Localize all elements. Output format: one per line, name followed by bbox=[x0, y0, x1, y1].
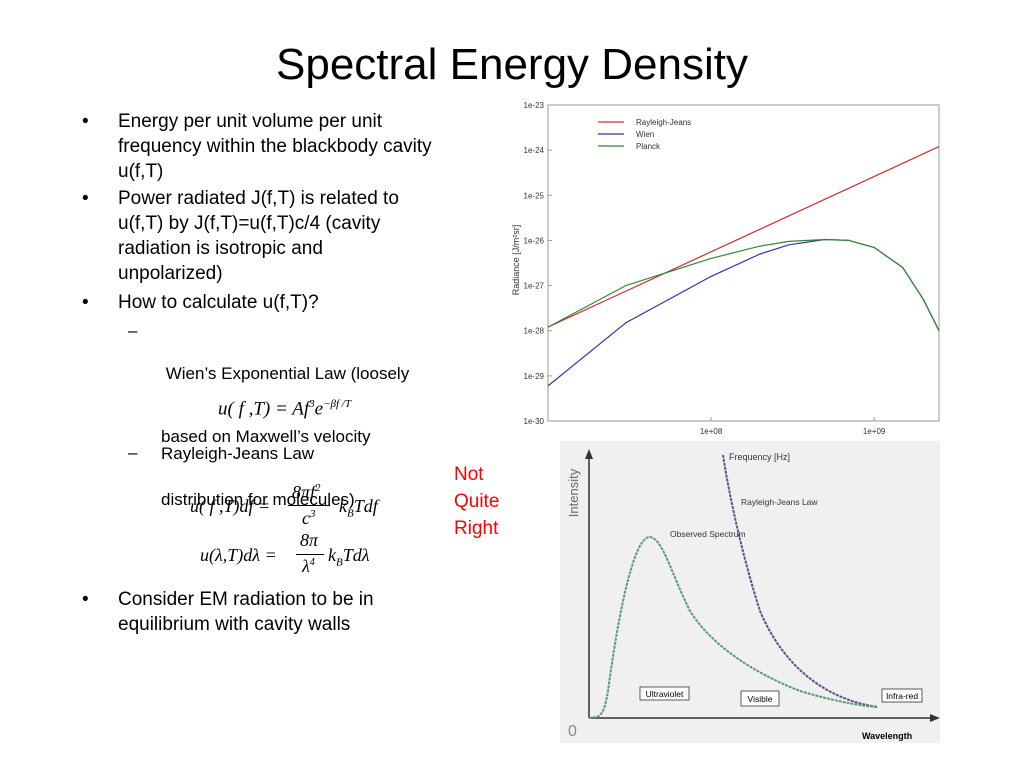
y-tick-label: 1e-26 bbox=[524, 236, 545, 245]
radiance-chart: Radiance [J/m²sr] 1e-23 1e-24 1e-25 1e-26 1e… bbox=[506, 100, 946, 440]
region-box-infrared bbox=[881, 688, 923, 703]
subbullet-line: based on Maxwell’s velocity bbox=[161, 427, 371, 446]
equation-rj-numerator: 8πf2 bbox=[292, 482, 321, 503]
y-axis-label: Intensity bbox=[566, 468, 581, 517]
subbullet-line: distribution for molecules) bbox=[161, 490, 355, 509]
subbullet-marker: – bbox=[128, 321, 138, 340]
equation-rjl-k: k bbox=[328, 545, 336, 565]
equation-rj-lhs: u( f ,T)df = bbox=[190, 496, 271, 516]
y-tick-label: 1e-24 bbox=[524, 146, 545, 155]
legend-label: Wien bbox=[636, 130, 654, 139]
intensity-wavelength-chart: Intensity 0 Wavelength Frequency [Hz] Ra… bbox=[560, 441, 940, 743]
equation-rj-denominator: c3 bbox=[302, 508, 316, 529]
bullet-consider-em-radiation: Consider EM radiation to be in equilibri… bbox=[118, 587, 374, 637]
equation-rjl-tail: kBTdλ bbox=[328, 545, 370, 569]
bullet-marker: • bbox=[82, 111, 89, 132]
subbullet-line: Rayleigh-Jeans Law bbox=[161, 444, 315, 463]
subbullet-wien-law: Wien’s Exponential Law (loosely based on… bbox=[161, 321, 471, 531]
x-tick-label: 1e+08 bbox=[700, 427, 723, 436]
equation-rj-denominator-text: c bbox=[302, 508, 310, 528]
note-line: Quite bbox=[454, 491, 500, 512]
y-tick-label: 1e-29 bbox=[524, 372, 545, 381]
equation-rayleigh-jeans-wavelength: u(λ,T)dλ = 8π λ4 kBTdλ bbox=[200, 530, 410, 586]
note-not-quite-right: Not Quite Right bbox=[454, 461, 499, 542]
subbullet-rayleigh-jeans: Rayleigh-Jeans Law bbox=[161, 443, 471, 464]
subbullet-marker: – bbox=[128, 443, 138, 462]
region-box-ultraviolet bbox=[639, 686, 690, 701]
observed-curve-label: Observed Spectrum bbox=[670, 529, 746, 539]
bullet-line: radiation is isotropic and bbox=[118, 238, 323, 259]
bullet-line: How to calculate u(f,T)? bbox=[118, 292, 319, 313]
region-label-infrared: Infra-red bbox=[886, 691, 918, 701]
equation-wien-exponent: −βf /T bbox=[323, 398, 351, 410]
region-box-visible bbox=[740, 690, 780, 707]
note-line: Right bbox=[454, 518, 499, 539]
origin-label: 0 bbox=[568, 723, 577, 740]
y-tick-label: 1e-25 bbox=[524, 191, 545, 200]
subbullet-line: Wien’s Exponential Law (loosely bbox=[161, 364, 410, 383]
x-axis-label: Wavelength bbox=[862, 731, 912, 741]
y-axis-label: Radiance [J/m²sr] bbox=[511, 225, 521, 296]
bullet-marker: • bbox=[82, 589, 89, 610]
bullet-marker: • bbox=[82, 188, 89, 209]
equation-rjl-lhs: u(λ,T)dλ = bbox=[200, 545, 277, 565]
equation-rj-tail: kBTdf bbox=[339, 496, 378, 520]
bullet-power-radiated: Power radiated J(f,T) is related to u(f,… bbox=[118, 186, 399, 286]
y-tick-label: 1e-30 bbox=[524, 417, 545, 426]
equation-rj-k: k bbox=[339, 496, 347, 516]
equation-wien: u( f ,T) = Af3e−βf /T bbox=[218, 398, 351, 420]
bullet-line: equilibrium with cavity walls bbox=[118, 614, 351, 635]
bullet-marker: • bbox=[82, 292, 89, 313]
y-axis-arrow-icon bbox=[585, 449, 593, 459]
equation-rj-denominator-exp: 3 bbox=[310, 508, 316, 520]
bullet-line: Consider EM radiation to be in bbox=[118, 589, 374, 610]
fraction-bar bbox=[288, 505, 330, 506]
bullet-line: u(f,T) by J(f,T)=u(f,T)c/4 (cavity bbox=[118, 213, 381, 234]
x-tick-label: 1e+09 bbox=[863, 427, 886, 436]
equation-rj-numerator-exp: 2 bbox=[315, 482, 321, 494]
y-tick-label: 1e-28 bbox=[524, 327, 545, 336]
equation-rjl-denominator-text: λ bbox=[302, 556, 310, 576]
equation-rjl-denominator: λ4 bbox=[302, 556, 315, 577]
x-axis-arrow-icon bbox=[930, 714, 940, 722]
frequency-annotation: Frequency [Hz] bbox=[729, 452, 790, 462]
equation-rjl-tail-text: Tdλ bbox=[342, 545, 370, 565]
series-line-planck bbox=[547, 238, 940, 331]
bullet-line: frequency within the blackbody cavity bbox=[118, 136, 432, 157]
y-tick-label: 1e-23 bbox=[524, 101, 545, 110]
equation-rjl-numerator: 8π bbox=[300, 530, 319, 550]
equation-rayleigh-jeans-frequency: u( f ,T)df = 8πf2 c3 kBTdf bbox=[190, 478, 410, 538]
note-line: Not bbox=[454, 464, 484, 485]
bullet-line: Power radiated J(f,T) is related to bbox=[118, 188, 399, 209]
equation-rjl-subscript-b: B bbox=[336, 556, 343, 569]
bullet-energy-per-volume: Energy per unit volume per unit frequenc… bbox=[118, 109, 432, 184]
bullet-line: unpolarized) bbox=[118, 263, 223, 284]
observed-curve-label-line: Observed Spectrum bbox=[670, 529, 746, 539]
equation-rj-subscript-b: B bbox=[347, 507, 354, 520]
region-label-ultraviolet: Ultraviolet bbox=[646, 689, 684, 699]
rayleigh-jeans-curve bbox=[722, 454, 879, 708]
equation-wien-e: e bbox=[314, 398, 324, 420]
bullet-line: u(f,T) bbox=[118, 161, 164, 182]
equation-wien-exponent-3: 3 bbox=[309, 398, 315, 410]
observed-spectrum-curve bbox=[588, 535, 879, 719]
y-tick-label: 1e-27 bbox=[524, 282, 545, 291]
plot-area bbox=[547, 104, 940, 422]
legend-label: Rayleigh-Jeans bbox=[636, 118, 691, 127]
equation-rj-numerator-text: 8πf bbox=[292, 482, 316, 502]
bullet-line: Energy per unit volume per unit bbox=[118, 111, 383, 132]
region-label-visible: Visible bbox=[748, 694, 773, 704]
fraction-bar bbox=[296, 554, 324, 555]
equation-rjl-denominator-exp: 4 bbox=[309, 557, 315, 568]
equation-rj-tail-text: Tdf bbox=[353, 496, 378, 516]
rayleigh-jeans-curve-label: Rayleigh-Jeans Law bbox=[741, 497, 818, 507]
bullet-how-to-calculate: How to calculate u(f,T)? bbox=[118, 290, 319, 315]
slide-title: Spectral Energy Density bbox=[276, 40, 748, 89]
legend-label: Planck bbox=[636, 142, 661, 151]
series-line-rayleigh-jeans bbox=[547, 146, 940, 328]
equation-wien-lhs: u( f ,T) = Af bbox=[218, 398, 310, 420]
